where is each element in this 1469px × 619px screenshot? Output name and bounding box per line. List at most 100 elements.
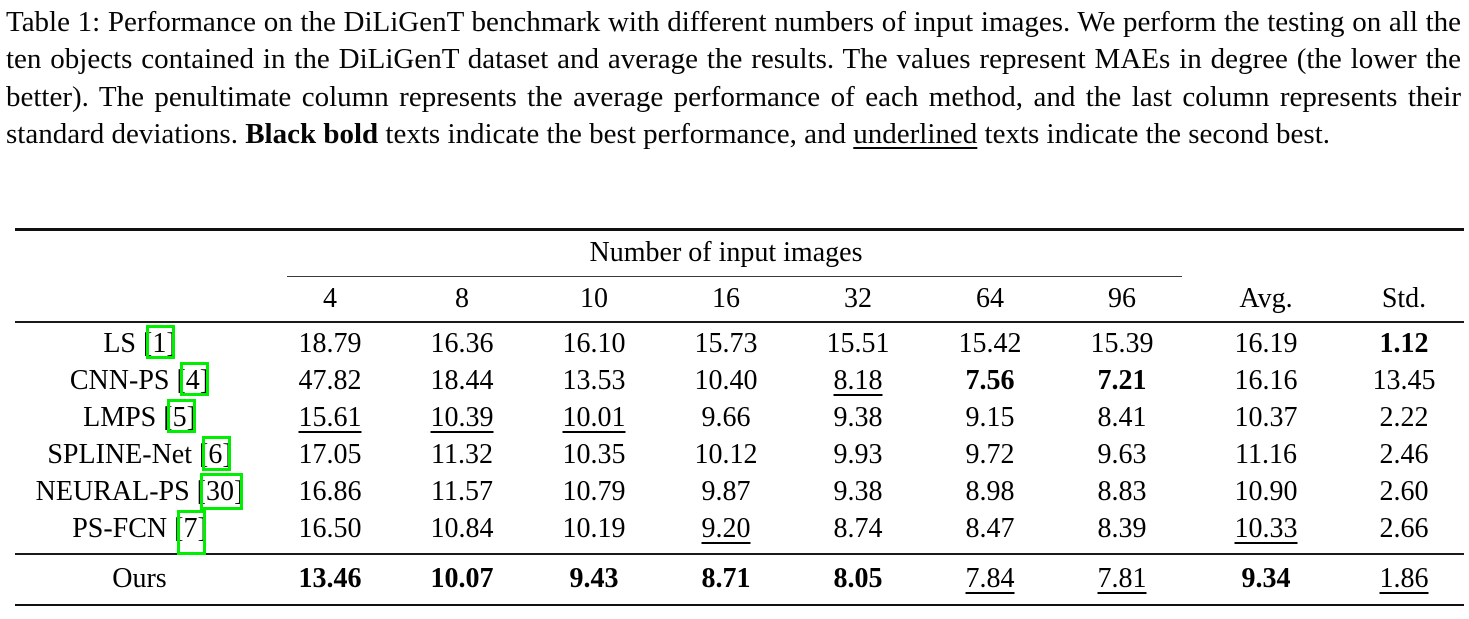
column-header-8: 8 bbox=[455, 283, 469, 315]
table-cell: 10.19 bbox=[562, 513, 626, 545]
table-cell: 9.15 bbox=[965, 402, 1015, 434]
caption-segment: underlined bbox=[853, 118, 978, 151]
table-cell: 8.83 bbox=[1097, 476, 1147, 508]
table-cell: 15.51 bbox=[826, 328, 890, 360]
method-cell-ls: LS [1] bbox=[15, 325, 264, 360]
table-cell: 13.53 bbox=[562, 365, 626, 397]
method-name: PS-FCN bbox=[72, 513, 168, 545]
table-top-rule bbox=[15, 228, 1464, 231]
table-cell: 11.57 bbox=[431, 476, 493, 508]
table-cell: 7.81 bbox=[1097, 563, 1147, 595]
table-cell: 15.39 bbox=[1090, 328, 1154, 360]
citation-number: 5 bbox=[172, 402, 187, 434]
group-header-underline-rule bbox=[287, 275, 1182, 278]
method-name: SPLINE-Net bbox=[47, 439, 192, 471]
ours-separator-rule bbox=[15, 552, 1464, 555]
column-header-avg: Avg. bbox=[1239, 283, 1293, 315]
table-cell: 9.87 bbox=[701, 476, 751, 508]
table-cell: 2.46 bbox=[1379, 439, 1429, 471]
table-cell: 18.79 bbox=[298, 328, 362, 360]
table-cell: 1.12 bbox=[1379, 328, 1429, 360]
citation-number: 30 bbox=[206, 476, 234, 508]
citation-ref: 1 bbox=[146, 325, 176, 360]
table-cell: 16.19 bbox=[1234, 328, 1298, 360]
table-cell: 9.38 bbox=[833, 402, 883, 434]
table-cell: 9.20 bbox=[701, 513, 751, 545]
method-cell-spline-net: SPLINE-Net [6] bbox=[15, 436, 264, 472]
table-cell: 2.22 bbox=[1379, 402, 1429, 434]
table-cell: 10.37 bbox=[1234, 402, 1298, 434]
citation-link-box[interactable] bbox=[146, 325, 176, 360]
method-name: CNN-PS bbox=[69, 365, 170, 397]
table-cell: 11.16 bbox=[1235, 439, 1297, 471]
table-cell: 10.39 bbox=[430, 402, 494, 434]
table-cell: 1.86 bbox=[1379, 563, 1429, 595]
table-cell: 9.43 bbox=[569, 563, 619, 595]
caption-segment: Black bold bbox=[245, 118, 379, 151]
citation-link-box[interactable] bbox=[166, 399, 196, 434]
table-cell: 10.33 bbox=[1234, 513, 1298, 545]
column-header-32: 32 bbox=[844, 283, 872, 315]
caption-segment: Table 1: Performance on the DiLiGenT ben… bbox=[6, 6, 1461, 151]
column-header-4: 4 bbox=[323, 283, 337, 315]
table-cell: 18.44 bbox=[430, 365, 494, 397]
table-cell: 7.21 bbox=[1097, 365, 1147, 397]
citation-number: 7 bbox=[183, 513, 198, 545]
citation-ref: 4 bbox=[179, 362, 209, 397]
citation-link-box[interactable] bbox=[179, 362, 209, 397]
table-row: LMPS [5] 15.61 10.39 10.01 9.66 9.38 9.15 8.41 1… bbox=[15, 399, 1464, 437]
table-caption: Table 1: Performance on the DiLiGenT ben… bbox=[6, 4, 1461, 154]
method-cell-lmps: LMPS [5] bbox=[15, 399, 264, 434]
table-cell: 16.10 bbox=[562, 328, 626, 360]
header-bottom-rule bbox=[15, 321, 1464, 323]
group-header-row: Number of input images bbox=[15, 231, 1464, 276]
citation-link-box[interactable] bbox=[177, 510, 207, 556]
table-row: CNN-PS [4] 47.82 18.44 13.53 10.40 8.18 7.56 7.… bbox=[15, 362, 1464, 400]
table-row: PS-FCN [7] 16.50 10.84 10.19 9.20 8.74 8.47 8.3… bbox=[15, 510, 1464, 556]
results-table: Number of input images 4 8 10 16 32 64 96 Avg. S… bbox=[15, 228, 1464, 607]
table-cell: 8.47 bbox=[965, 513, 1015, 545]
table-cell: 7.56 bbox=[965, 365, 1015, 397]
citation-ref: 6 bbox=[202, 436, 232, 472]
table-row: SPLINE-Net [6] 17.05 11.32 10.35 10.12 9.93 9.… bbox=[15, 436, 1464, 474]
table-cell: 10.40 bbox=[694, 365, 758, 397]
column-header-std: Std. bbox=[1381, 283, 1427, 315]
table-cell: 8.74 bbox=[833, 513, 883, 545]
table-cell: 7.84 bbox=[965, 563, 1015, 595]
table-cell: 10.01 bbox=[562, 402, 626, 434]
table-cell: 2.60 bbox=[1379, 476, 1429, 508]
citation-number: 4 bbox=[185, 365, 200, 397]
citation-ref: 7 bbox=[177, 510, 207, 556]
table-cell: 9.38 bbox=[833, 476, 883, 508]
table-cell: 16.36 bbox=[430, 328, 494, 360]
column-header-96: 96 bbox=[1108, 283, 1136, 315]
table-cell: 15.42 bbox=[958, 328, 1022, 360]
table-cell: 10.90 bbox=[1234, 476, 1298, 508]
citation-link-box[interactable] bbox=[202, 436, 232, 472]
table-cell: 10.79 bbox=[562, 476, 626, 508]
citation-number: 1 bbox=[152, 328, 167, 360]
table-cell: 9.34 bbox=[1241, 563, 1291, 595]
table-cell: 9.63 bbox=[1097, 439, 1147, 471]
method-cell-neural-ps: NEURAL-PS [30] bbox=[15, 473, 264, 511]
table-row: LS [1] 18.79 16.36 16.10 15.73 15.51 15.42 15.3… bbox=[15, 325, 1464, 363]
caption-segment: texts indicate the best performance, and bbox=[378, 118, 854, 151]
method-cell-ours: Ours bbox=[15, 563, 264, 595]
caption-segment: texts indicate the second best. bbox=[977, 118, 1331, 151]
table-cell: 8.39 bbox=[1097, 513, 1147, 545]
table-cell: 8.18 bbox=[833, 365, 883, 397]
table-cell: 11.32 bbox=[431, 439, 493, 471]
method-name: LMPS bbox=[83, 402, 157, 434]
table-cell: 8.98 bbox=[965, 476, 1015, 508]
method-name: LS bbox=[103, 328, 137, 360]
table-cell: 13.45 bbox=[1372, 365, 1436, 397]
method-name: Ours bbox=[112, 563, 167, 595]
table-cell: 8.05 bbox=[833, 563, 883, 595]
table-cell: 16.16 bbox=[1234, 365, 1298, 397]
table-cell: 47.82 bbox=[298, 365, 362, 397]
table-cell: 10.07 bbox=[430, 563, 494, 595]
citation-ref: 30 bbox=[200, 473, 243, 511]
table-row-ours: Ours 13.46 10.07 9.43 8.71 8.05 7.84 7.81 9.34 1.… bbox=[15, 555, 1464, 604]
citation-link-box[interactable] bbox=[200, 473, 243, 511]
table-cell: 10.84 bbox=[430, 513, 494, 545]
